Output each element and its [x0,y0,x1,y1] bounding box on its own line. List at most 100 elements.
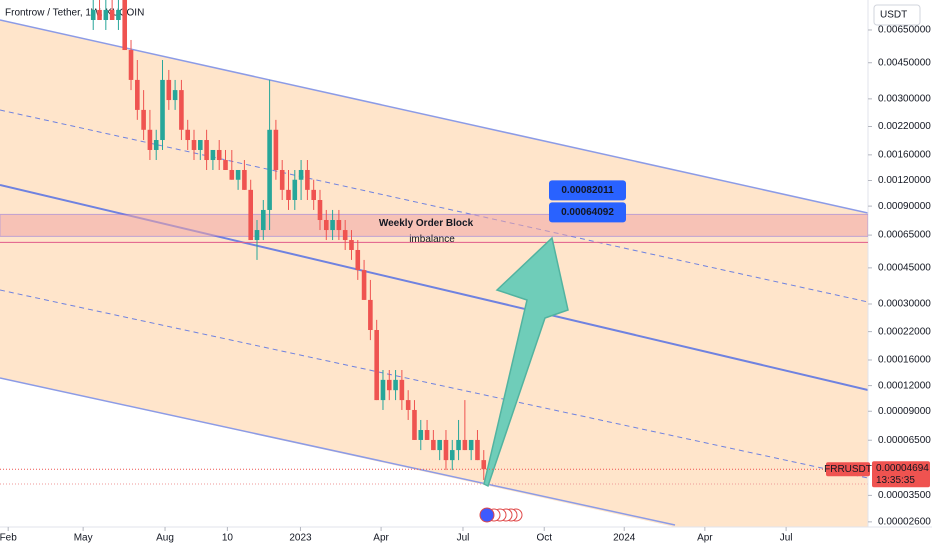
price-label: 0.00082011 [561,185,614,196]
candle-body [330,220,335,231]
y-tick-label: 0.00220000 [878,121,931,132]
candle-body [90,9,96,21]
candle-body [399,379,405,401]
y-tick-label: 0.00450000 [878,57,931,68]
annotation: Weekly Order Block [379,218,474,229]
candle-body [298,169,304,180]
currency: USDT [880,10,907,21]
candle-body [456,439,461,451]
candle-body [141,109,146,130]
candle-body [449,450,455,461]
candle-body [260,209,266,231]
candle-body [172,90,178,101]
price-label-box [549,202,626,223]
candle-body [122,0,128,51]
candle-body [317,199,323,221]
candle-body [443,439,449,461]
candle-body [323,220,329,231]
candle-body [210,149,216,161]
channel-fill [0,20,868,527]
candle-body [254,230,260,241]
candle-body [349,240,354,250]
candle-body [160,79,165,141]
candle-body [128,50,134,80]
y-tick-label: 0.00012000 [878,380,931,391]
candle-body [336,220,342,231]
candle-body [185,129,191,141]
price-label-box [549,180,626,201]
candle-body [342,230,348,241]
candle-body [311,189,316,200]
candle-body [97,9,102,21]
candle-body [412,409,417,440]
y-tick-label: 0.00650000 [878,25,931,36]
symbol-box [826,462,870,477]
candle-body [468,439,474,451]
candle-body [418,430,424,440]
candle-body [475,439,480,461]
candle-body [109,9,115,21]
x-tick-label: May [74,533,93,544]
drawings [0,19,868,527]
candle-body [204,140,209,161]
candle-body [248,189,253,241]
x-tick-label: Feb [0,533,17,544]
y-tick-label: 0.00016000 [878,355,931,366]
y-tick-label: 0.00120000 [878,175,931,186]
candle-body [368,299,373,331]
x-tick-label: Apr [697,533,713,544]
candle-body [198,140,203,150]
candle-body [216,149,222,161]
price-label: 0.00064092 [561,207,614,218]
candle-body [267,129,272,210]
x-tick-label: 10 [222,533,234,544]
y-tick-label: 0.00090000 [878,201,931,212]
y-tick-label: 0.00022000 [878,326,931,337]
channel-lower [0,377,676,526]
candle-body [481,460,487,470]
candle-body [286,189,291,200]
candle-body [242,169,247,190]
candle-body [393,379,398,391]
plot-area [0,0,868,488]
candle-body [405,400,411,410]
currency-box[interactable] [873,4,921,26]
x-tick-label: Oct [536,533,552,544]
candle-body [223,160,228,170]
channel-dashed [0,289,868,479]
candle-body [380,379,386,401]
candle-body [179,90,184,130]
candle-body [424,430,430,440]
y-tick-label: 0.00003500 [878,490,931,501]
annotation: imbalance [409,234,455,245]
last-price-box [872,461,930,488]
candle-body [355,249,361,271]
candle-body [153,140,159,150]
candle-body [374,330,379,401]
projection-arrow [483,236,569,488]
x-tick-label: Apr [373,533,389,544]
y-tick-label: 0.00160000 [878,149,931,160]
y-tick-label: 0.00030000 [878,299,931,310]
y-tick-label: 0.00300000 [878,93,931,104]
x-tick-label: Jul [780,533,793,544]
candle-body [103,9,109,21]
channel-upper [0,19,868,214]
y-tick-label: 0.00006500 [878,435,931,446]
candle-body [292,179,298,200]
candle-body [431,439,436,451]
y-tick-label: 0.00065000 [878,230,931,241]
order-block-zone [0,213,868,237]
candle-body [273,129,279,170]
candle-body [386,379,392,391]
candle-body [279,169,285,190]
x-tick-label: Aug [156,533,174,544]
last-price: 0.00004694 [876,463,929,474]
candle-body [437,439,442,451]
candle-body [229,169,235,180]
y-tick-label: 0.00002600 [878,517,931,528]
candle-body [135,79,140,110]
x-tick-label: Jul [457,533,470,544]
candle-body [305,169,310,190]
